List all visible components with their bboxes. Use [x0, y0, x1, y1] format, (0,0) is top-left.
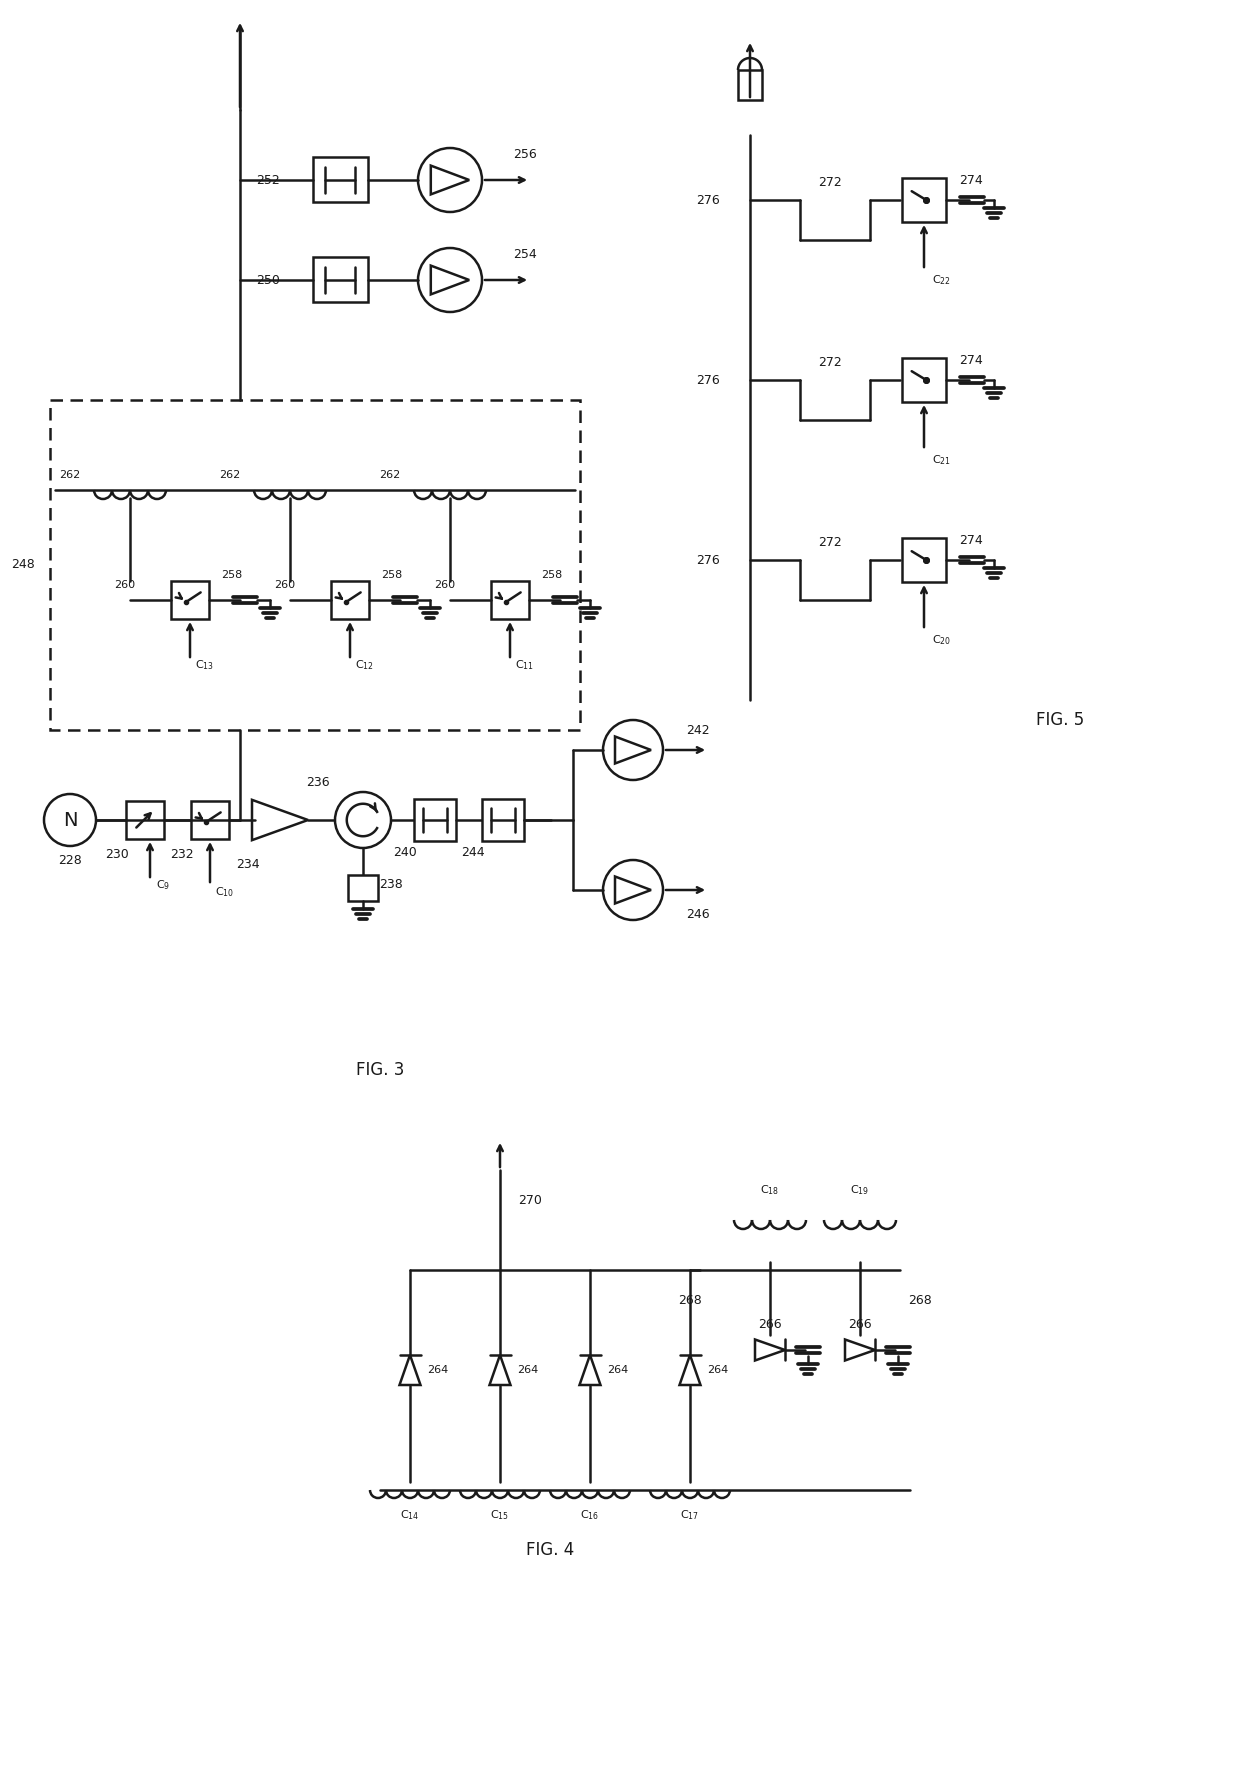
Bar [312, 158, 367, 202]
Text: 236: 236 [306, 776, 330, 788]
Circle shape [603, 860, 663, 919]
Bar [312, 258, 367, 303]
Text: 248: 248 [11, 559, 35, 572]
Bar [901, 358, 946, 401]
Polygon shape [844, 1339, 875, 1360]
Bar [491, 581, 529, 618]
Text: C$_{16}$: C$_{16}$ [580, 1509, 600, 1521]
Text: 276: 276 [696, 194, 720, 206]
Text: 252: 252 [257, 174, 280, 186]
Text: 256: 256 [513, 149, 537, 161]
Text: C$_{10}$: C$_{10}$ [216, 885, 234, 900]
Text: 272: 272 [818, 176, 842, 188]
Text: 276: 276 [696, 373, 720, 387]
Circle shape [43, 794, 95, 846]
Text: 268: 268 [678, 1294, 702, 1306]
Bar [126, 801, 164, 839]
Text: 272: 272 [818, 536, 842, 548]
Text: 264: 264 [517, 1366, 538, 1374]
Text: C$_{21}$: C$_{21}$ [932, 453, 951, 468]
Text: C$_{14}$: C$_{14}$ [401, 1509, 419, 1521]
Text: 242: 242 [686, 724, 709, 737]
Text: 258: 258 [542, 570, 563, 581]
Text: 262: 262 [218, 470, 241, 480]
Bar [171, 581, 210, 618]
Bar [482, 799, 525, 840]
Text: FIG. 5: FIG. 5 [1035, 711, 1084, 729]
Text: 230: 230 [105, 848, 129, 862]
Text: C$_{17}$: C$_{17}$ [681, 1509, 699, 1521]
Polygon shape [399, 1355, 420, 1385]
Text: 244: 244 [461, 846, 485, 858]
Bar [738, 70, 763, 100]
Text: 262: 262 [58, 470, 81, 480]
Bar [901, 177, 946, 222]
Text: 246: 246 [686, 909, 709, 921]
Text: C$_{18}$: C$_{18}$ [760, 1183, 780, 1197]
Text: 232: 232 [170, 848, 193, 862]
Text: 264: 264 [707, 1366, 729, 1374]
Text: 274: 274 [959, 353, 983, 367]
Circle shape [335, 792, 391, 848]
Text: C$_{12}$: C$_{12}$ [355, 658, 374, 672]
Text: 250: 250 [257, 274, 280, 287]
Circle shape [603, 720, 663, 780]
Text: FIG. 3: FIG. 3 [356, 1061, 404, 1079]
Polygon shape [579, 1355, 600, 1385]
Bar [331, 581, 370, 618]
Text: 260: 260 [114, 581, 135, 590]
Text: C$_{11}$: C$_{11}$ [515, 658, 534, 672]
Text: C$_{22}$: C$_{22}$ [932, 272, 951, 287]
Text: 264: 264 [608, 1366, 629, 1374]
Text: 262: 262 [378, 470, 401, 480]
Text: 238: 238 [379, 878, 403, 891]
Text: 258: 258 [222, 570, 243, 581]
Text: 272: 272 [818, 355, 842, 369]
Text: 266: 266 [758, 1319, 781, 1331]
Text: 274: 274 [959, 534, 983, 547]
Text: FIG. 4: FIG. 4 [526, 1541, 574, 1559]
Circle shape [418, 149, 482, 211]
Bar [414, 799, 456, 840]
Polygon shape [680, 1355, 701, 1385]
Circle shape [418, 247, 482, 312]
Text: 240: 240 [393, 846, 417, 858]
Text: 274: 274 [959, 174, 983, 186]
Text: C$_{13}$: C$_{13}$ [195, 658, 215, 672]
Text: 254: 254 [513, 249, 537, 262]
Text: 258: 258 [382, 570, 403, 581]
Text: 264: 264 [428, 1366, 449, 1374]
Text: 270: 270 [518, 1193, 542, 1206]
Text: 276: 276 [696, 554, 720, 566]
Bar [348, 874, 378, 901]
Text: C$_9$: C$_9$ [156, 878, 170, 892]
Bar [50, 400, 580, 729]
Polygon shape [755, 1339, 785, 1360]
Text: 234: 234 [236, 858, 260, 871]
Bar [901, 538, 946, 582]
Bar [191, 801, 229, 839]
Text: 268: 268 [908, 1294, 932, 1306]
Text: C$_{15}$: C$_{15}$ [491, 1509, 510, 1521]
Text: 266: 266 [848, 1319, 872, 1331]
Polygon shape [490, 1355, 511, 1385]
Text: C$_{20}$: C$_{20}$ [932, 633, 951, 647]
Text: 228: 228 [58, 853, 82, 867]
Text: C$_{19}$: C$_{19}$ [851, 1183, 869, 1197]
Text: 260: 260 [274, 581, 295, 590]
Text: N: N [63, 810, 77, 830]
Text: 260: 260 [434, 581, 455, 590]
